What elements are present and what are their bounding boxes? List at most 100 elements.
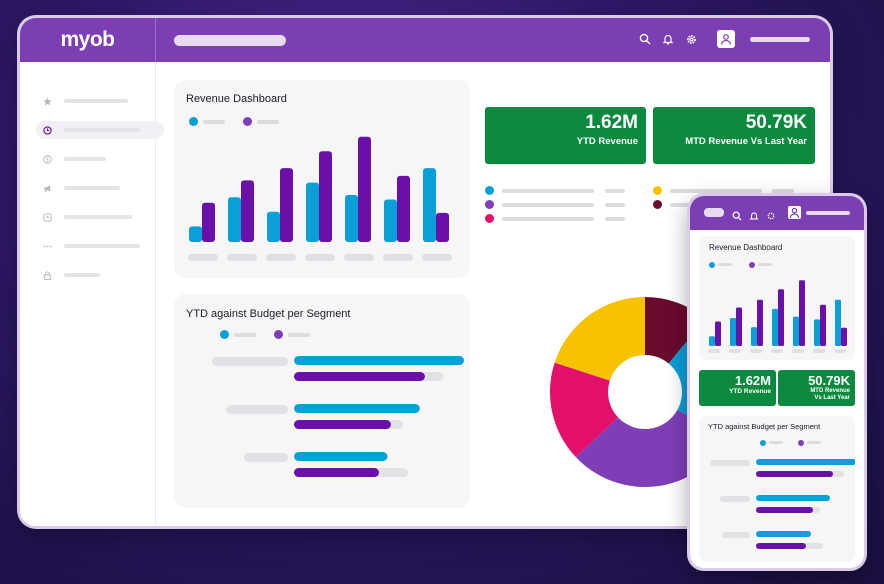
x-tick-label — [422, 254, 452, 261]
legend-series-1-dot — [189, 117, 198, 126]
legend-series-1-label — [203, 120, 225, 124]
pie-legend-dot — [485, 186, 494, 195]
pie-legend-label — [502, 203, 594, 207]
user-icon — [720, 34, 732, 45]
user-avatar[interactable] — [788, 206, 801, 219]
gear-icon[interactable] — [684, 32, 698, 46]
pie-legend-label — [502, 189, 594, 193]
bell-icon[interactable] — [661, 32, 675, 46]
legend-series-1-dot — [220, 330, 229, 339]
sidebar-item-label — [64, 215, 132, 219]
pie-legend-dot — [485, 214, 494, 223]
sidebar-item-recent[interactable] — [36, 121, 164, 139]
sidebar-item-more[interactable] — [36, 237, 146, 255]
sidebar-item-label — [64, 99, 128, 103]
x-tick-label — [305, 254, 335, 261]
bar-series-1 — [267, 211, 280, 242]
bell-icon[interactable] — [749, 208, 759, 226]
y-category-label — [722, 532, 750, 538]
y-category-label — [226, 405, 288, 414]
star-icon — [42, 96, 52, 106]
kpi-ytd-revenue[interactable]: 1.62M YTD Revenue — [485, 107, 646, 164]
pie-legend-dot — [653, 186, 662, 195]
bar-budget — [756, 471, 833, 477]
kpi-mtd-label: MTD Revenue Vs Last Year — [685, 136, 807, 147]
y-category-label — [212, 357, 288, 366]
x-tick-label — [266, 254, 296, 261]
x-tick-label — [383, 254, 413, 261]
pie-legend-value — [605, 217, 625, 221]
search-icon[interactable] — [638, 32, 652, 46]
bar-actual — [294, 452, 388, 461]
revenue-dashboard-card: Revenue Dashboard — [174, 80, 470, 278]
mobile-revenue-card: Revenue Dashboard — [699, 236, 855, 360]
legend-series-2-label — [758, 263, 772, 266]
mobile-revenue-title: Revenue Dashboard — [709, 243, 783, 252]
x-tick-label — [227, 254, 257, 261]
mobile-revenue-bar-chart — [708, 280, 847, 353]
budget-bar-chart — [212, 356, 464, 477]
bar-series-1 — [345, 194, 358, 242]
sidebar-item-marketing[interactable] — [36, 179, 146, 197]
legend-series-1-dot — [760, 440, 766, 446]
bar-series-2 — [319, 151, 332, 242]
user-avatar[interactable] — [717, 30, 735, 48]
bar-actual — [294, 356, 464, 365]
legend-series-2-label — [288, 333, 310, 337]
more-icon — [42, 241, 52, 251]
pie-legend-label — [502, 217, 594, 221]
pie-legend-value — [605, 189, 625, 193]
y-category-label — [244, 453, 288, 462]
dollar-icon: $ — [42, 154, 52, 164]
user-name-placeholder[interactable] — [806, 211, 850, 215]
sidebar: $ — [20, 62, 164, 526]
mobile-kpi-ytd-label: YTD Revenue — [729, 388, 771, 395]
svg-text:$: $ — [45, 157, 49, 163]
kpi-mtd-revenue[interactable]: 50.79K MTD Revenue Vs Last Year — [653, 107, 815, 164]
sidebar-item-money[interactable]: $ — [36, 150, 146, 168]
bar-budget — [756, 543, 806, 549]
mobile-budget-title: YTD against Budget per Segment — [708, 422, 821, 431]
bar-series-1 — [384, 199, 397, 242]
mobile-kpi-mtd-label-2: Vs Last Year — [814, 395, 850, 401]
bar-series-2 — [715, 321, 721, 346]
bar-series-1 — [793, 316, 799, 346]
pie-legend-dot — [653, 200, 662, 209]
bar-series-2 — [436, 212, 449, 242]
bar-budget — [294, 420, 391, 429]
logo-area[interactable]: myob — [20, 18, 156, 62]
bar-series-2 — [280, 168, 293, 242]
bar-series-2 — [241, 180, 254, 242]
bar-series-1 — [814, 319, 820, 346]
legend-series-2-dot — [274, 330, 283, 339]
sidebar-item-reminders[interactable] — [36, 208, 146, 226]
mobile-kpi-ytd[interactable]: 1.62M YTD Revenue — [699, 370, 776, 406]
legend-series-2-label — [807, 441, 821, 444]
gear-icon[interactable] — [766, 208, 776, 226]
bar-series-2 — [397, 175, 410, 242]
megaphone-icon — [42, 183, 52, 193]
search-icon[interactable] — [732, 208, 742, 226]
bar-series-1 — [751, 327, 757, 346]
revenue-card-title: Revenue Dashboard — [186, 93, 287, 105]
pie-legend-value — [772, 189, 794, 193]
legend-series-2-label — [257, 120, 279, 124]
sidebar-item-security[interactable] — [36, 266, 146, 284]
legend-series-2-dot — [749, 262, 755, 268]
bar-series-1 — [189, 226, 202, 242]
sidebar-item-favorites[interactable] — [36, 92, 146, 110]
donut-slice — [554, 297, 645, 381]
search-input[interactable] — [174, 35, 286, 46]
sidebar-item-label — [64, 186, 120, 190]
bar-series-1 — [835, 299, 841, 346]
y-category-label — [720, 496, 750, 502]
mobile-kpi-mtd[interactable]: 50.79K MTD Revenue Vs Last Year — [778, 370, 855, 406]
legend-series-2-dot — [243, 117, 252, 126]
user-name-placeholder[interactable] — [750, 36, 810, 42]
x-tick-label — [771, 349, 783, 353]
legend-series-1-label — [769, 441, 783, 444]
bar-series-1 — [709, 336, 715, 346]
top-bar: myob — [20, 18, 830, 62]
y-category-label — [710, 460, 750, 466]
mobile-search-input[interactable] — [704, 208, 724, 217]
